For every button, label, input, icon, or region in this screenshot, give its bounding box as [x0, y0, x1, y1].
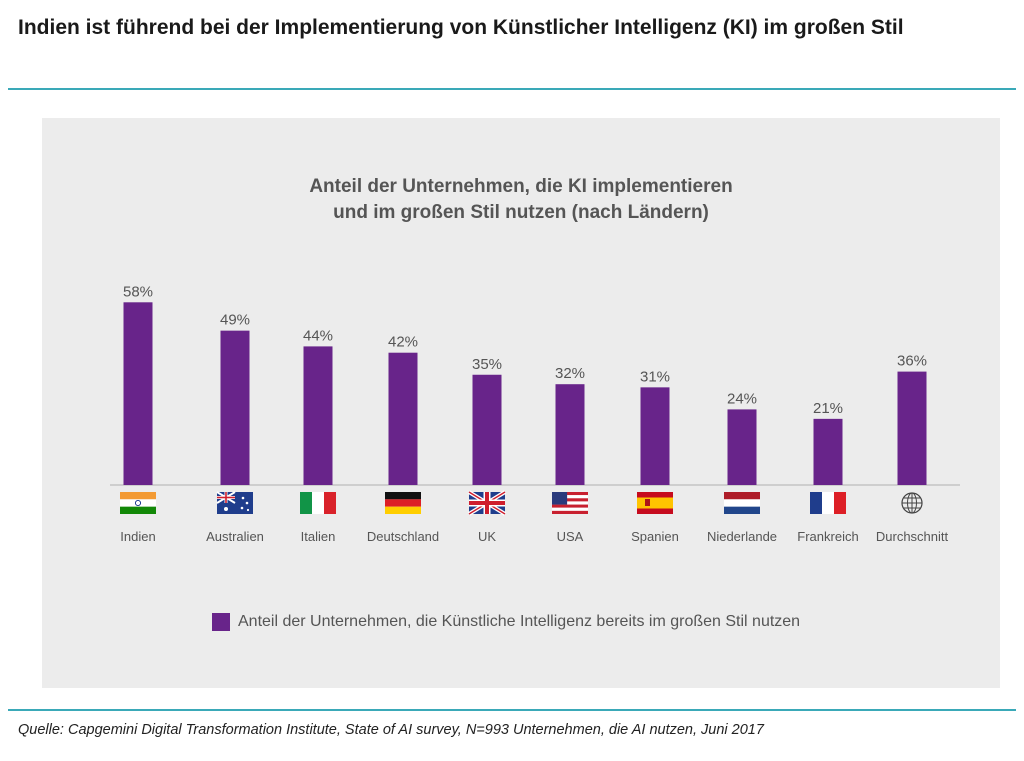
bottom-divider — [8, 709, 1016, 711]
australia-flag — [216, 491, 253, 514]
bar-italien — [303, 346, 333, 485]
category-label: Durchschnitt — [876, 529, 949, 544]
bar-durchschnitt — [897, 371, 927, 485]
legend-label: Anteil der Unternehmen, die Künstliche I… — [238, 613, 801, 630]
bar-niederlande — [727, 409, 757, 485]
data-label: 44% — [303, 327, 333, 344]
data-label: 35% — [472, 356, 502, 373]
data-label: 58% — [123, 283, 153, 300]
germany-flag — [385, 492, 421, 514]
bar-uk — [472, 374, 502, 485]
bar-chart: 58% Indien 49% Australien 44% Italien 42% Deuts… — [110, 283, 960, 544]
data-label: 31% — [640, 368, 670, 385]
category-label: UK — [478, 529, 496, 544]
globe-icon — [901, 492, 923, 514]
usa-flag — [552, 492, 588, 514]
category-label: Frankreich — [797, 529, 858, 544]
chart-title-line-2: und im großen Stil nutzen (nach Ländern) — [333, 202, 709, 223]
category-label: Indien — [120, 529, 155, 544]
data-label: 49% — [220, 312, 250, 329]
legend-swatch — [212, 613, 230, 631]
chart-panel: Anteil der Unternehmen, die KI implement… — [42, 118, 1000, 688]
bar-usa — [555, 384, 585, 485]
data-label: 21% — [813, 400, 843, 417]
bar-australien — [220, 330, 250, 485]
category-label: Niederlande — [707, 529, 777, 544]
data-label: 24% — [727, 390, 757, 407]
category-label: Australien — [206, 529, 264, 544]
spain-flag — [637, 492, 673, 514]
legend: Anteil der Unternehmen, die Künstliche I… — [212, 613, 800, 631]
bar-frankreich — [813, 418, 843, 485]
data-label: 32% — [555, 365, 585, 382]
bar-spanien — [640, 387, 670, 485]
headline: Indien ist führend bei der Implementieru… — [18, 16, 904, 39]
france-flag — [810, 492, 846, 514]
data-label: 36% — [897, 353, 927, 370]
category-label: Italien — [301, 529, 336, 544]
category-label: Deutschland — [367, 529, 439, 544]
chart-title-line-1: Anteil der Unternehmen, die KI implement… — [309, 176, 733, 197]
category-label: Spanien — [631, 529, 679, 544]
italy-flag — [300, 492, 336, 514]
uk-flag — [467, 490, 507, 516]
india-flag — [120, 492, 156, 514]
data-label: 42% — [388, 334, 418, 351]
category-label: USA — [557, 529, 584, 544]
netherlands-flag — [724, 492, 760, 514]
bar-indien — [123, 302, 153, 485]
bar-deutschland — [388, 352, 418, 485]
source-note: Quelle: Capgemini Digital Transformation… — [18, 722, 764, 738]
top-divider — [8, 88, 1016, 90]
